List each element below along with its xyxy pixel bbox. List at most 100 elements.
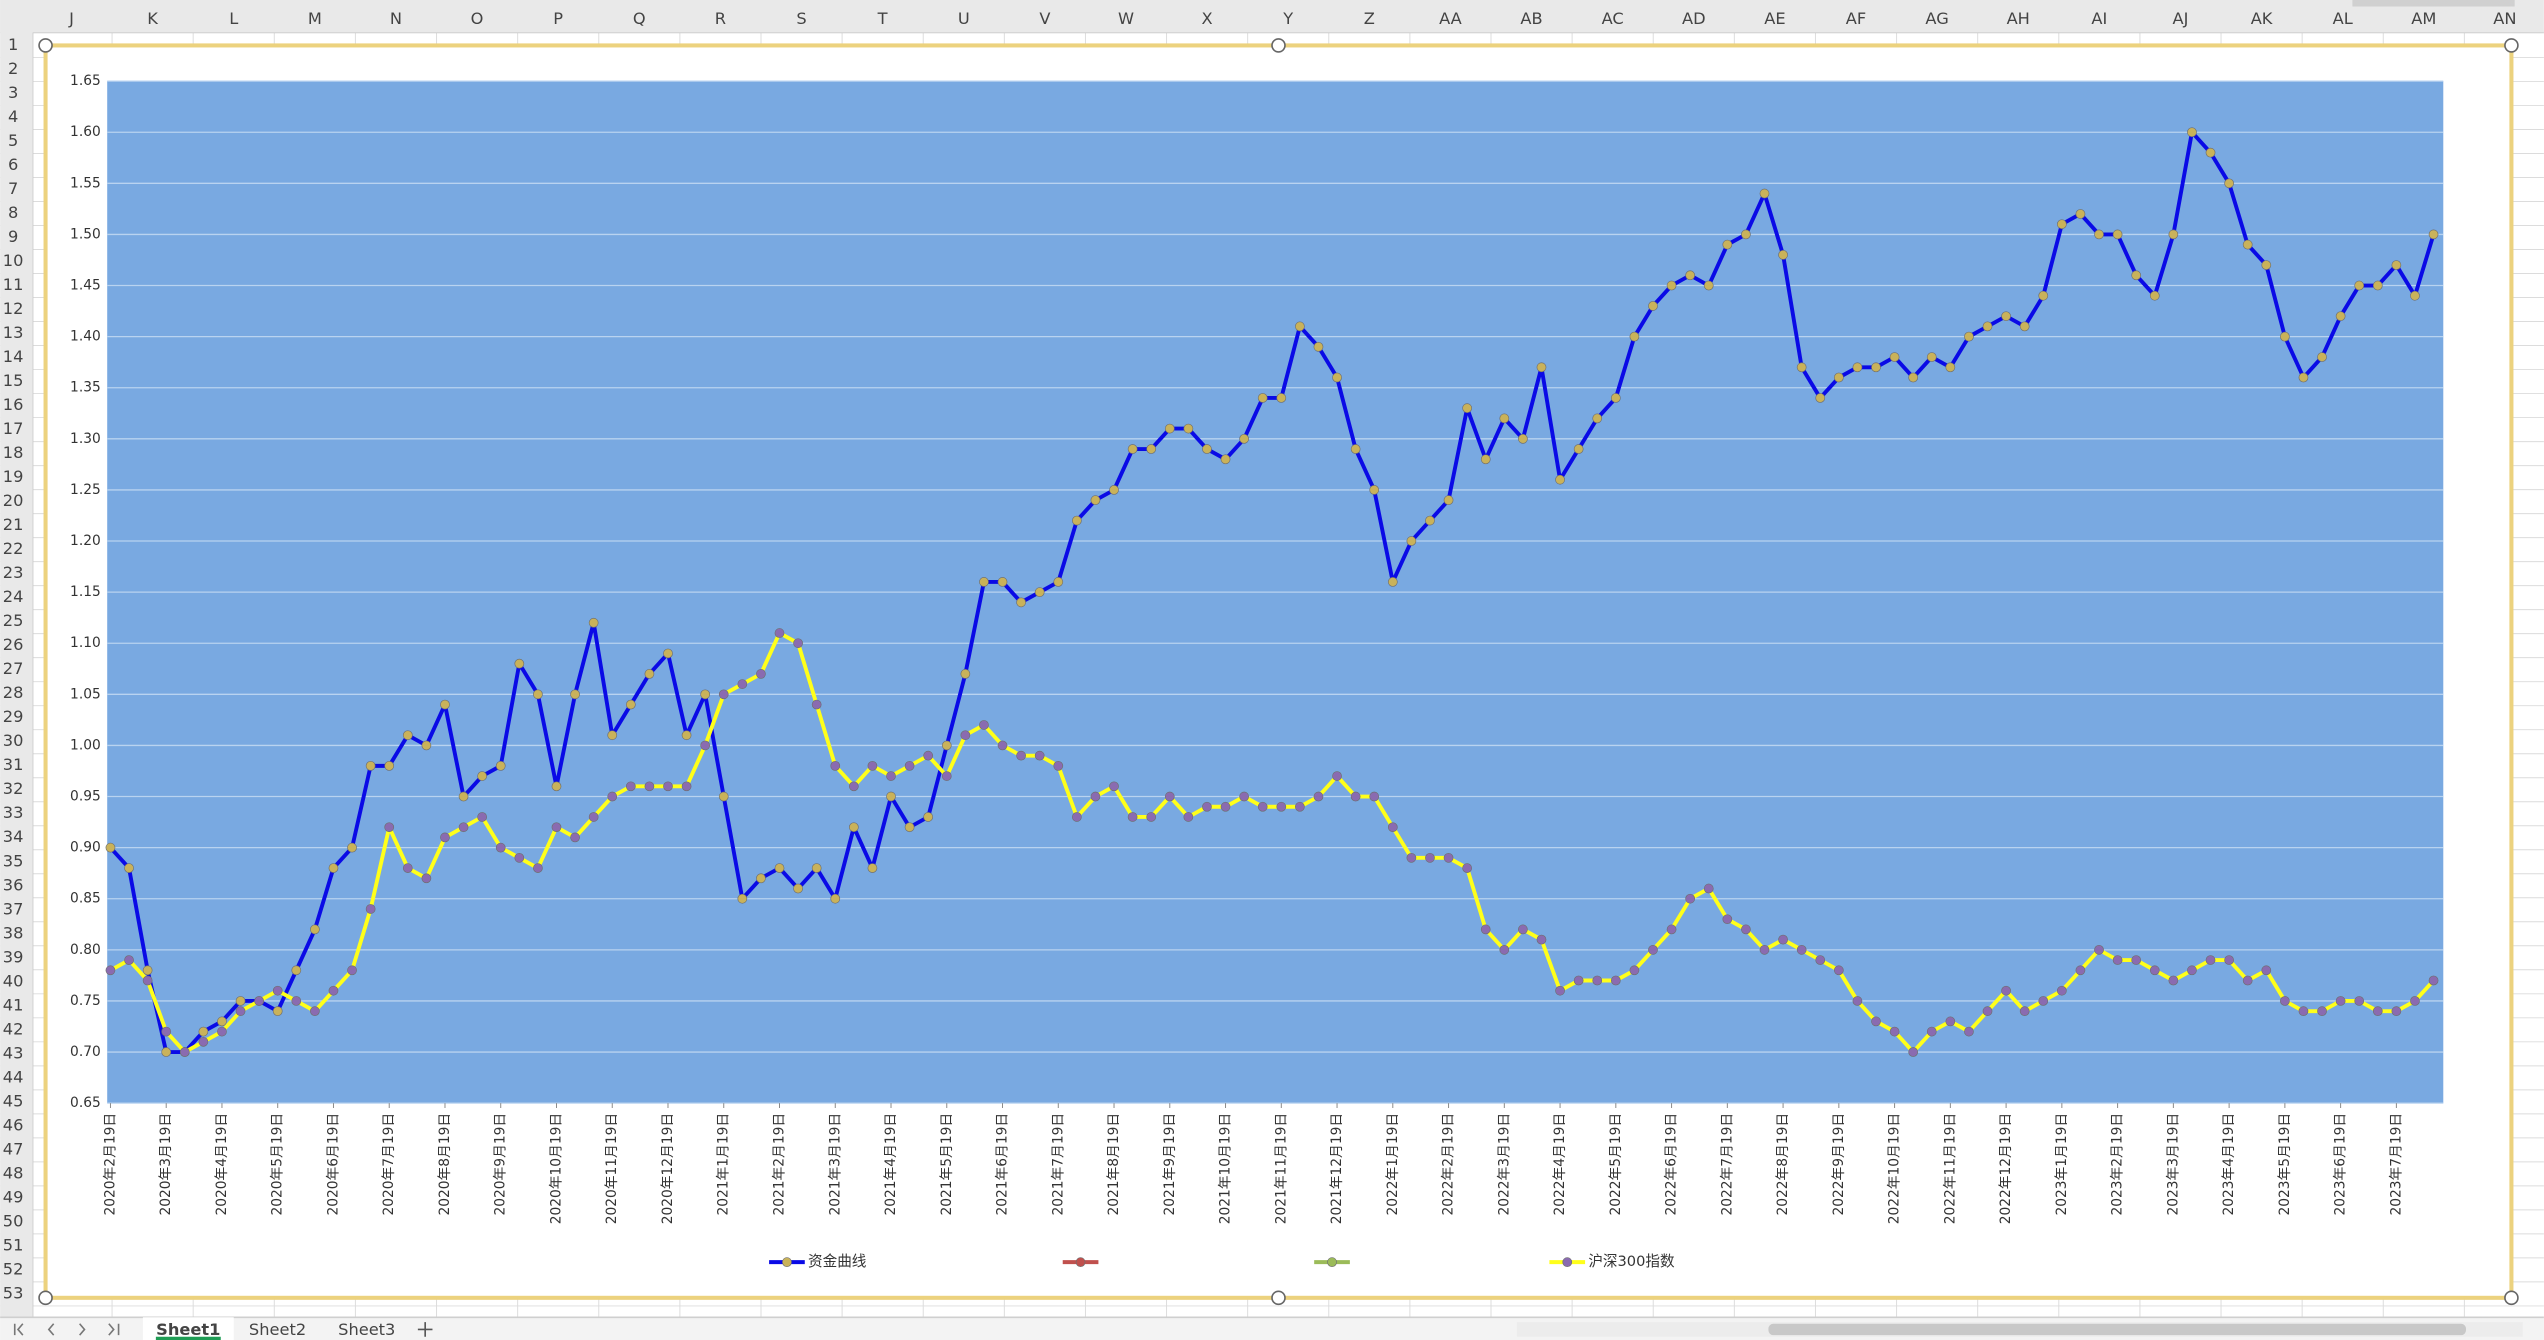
series-marker [495,842,506,853]
series-marker [1685,893,1696,904]
series-marker [124,955,134,965]
column-header: AM [2411,9,2436,28]
handle[interactable] [38,1290,53,1306]
column-header: M [308,9,322,28]
series-marker [458,822,469,833]
column-header: U [958,9,970,28]
series-marker [217,1016,227,1027]
active-tab[interactable] [142,1317,234,1340]
column-header: Y [1282,9,1293,28]
series-marker [700,740,711,751]
row-header: 45 [3,1091,24,1110]
series-marker [2019,1006,2030,1017]
x-tick-label: 2022年3月19日 [1496,1113,1512,1216]
handle[interactable] [2504,1290,2519,1306]
y-tick-label: 0.90 [70,840,101,856]
series-marker [551,781,562,792]
x-tick-label: 2020年9月19日 [493,1113,509,1216]
handle[interactable] [1271,1290,1286,1306]
series-marker [1313,341,1324,352]
series-marker [291,996,302,1006]
series-marker [1833,965,1844,976]
nav-prev[interactable] [47,1323,55,1336]
x-tick-label: 2023年6月19日 [2333,1113,2349,1216]
series-marker [2317,1006,2327,1017]
y-tick-label: 1.25 [70,482,101,498]
row-header: 33 [3,803,24,822]
x-tick-label: 2020年5月19日 [270,1113,286,1216]
series-marker [1034,750,1045,761]
handle[interactable] [2504,38,2519,53]
column-header: V [1039,9,1050,28]
row-header: 37 [3,899,24,918]
series-marker [2372,280,2383,291]
x-tick-label: 2022年1月19日 [1385,1113,1401,1216]
column-header-bar [0,0,2544,33]
y-tick-label: 1.35 [70,380,101,396]
sheet-tab[interactable]: Sheet3 [338,1320,395,1339]
series-marker [1982,321,1993,332]
row-header: 25 [3,611,24,630]
series-marker [1703,883,1714,894]
series-marker [1053,761,1064,771]
series-marker [1034,587,1045,597]
column-header: AF [1846,9,1866,28]
x-tick-label: 2020年10月19日 [548,1113,564,1224]
column-header: W [1118,9,1134,28]
series-marker [1592,975,1603,986]
series-marker [328,985,339,996]
y-tick-label: 0.95 [70,789,101,805]
series-marker [440,699,450,710]
row-header: 26 [3,635,24,654]
series-marker [1016,597,1026,608]
row-header: 21 [3,515,24,534]
series-marker [2354,280,2365,291]
sheet-tab[interactable]: Sheet1 [156,1320,220,1339]
column-header: AA [1439,9,1462,28]
column-header: N [390,9,402,28]
series-marker [235,1006,246,1017]
column-header: AL [2333,9,2353,28]
sheet-tab[interactable]: Sheet2 [249,1320,306,1339]
x-tick-label: 2022年11月19日 [1942,1113,1958,1224]
series-marker [365,904,376,914]
series-marker [1778,934,1788,945]
series-marker [1090,495,1101,506]
row-header: 4 [8,107,18,126]
nav-last[interactable] [108,1323,120,1336]
h-scroll-thumb[interactable] [1768,1323,2466,1336]
nav-next[interactable] [79,1323,86,1336]
series-marker [1332,771,1342,781]
series-marker [1239,791,1249,802]
series-marker [1202,801,1212,812]
series-marker [2428,975,2439,986]
nav-first[interactable] [13,1323,24,1336]
x-tick-label: 2022年9月19日 [1831,1113,1847,1216]
series-marker [1127,812,1138,822]
handle[interactable] [1271,38,1286,53]
series-marker [1629,965,1640,976]
x-tick-label: 2020年3月19日 [158,1113,174,1216]
y-tick-label: 1.45 [70,278,101,294]
series-marker [142,975,153,986]
row-header: 43 [3,1043,24,1062]
handle[interactable] [38,38,53,53]
row-header: 35 [3,851,24,870]
series-marker [2168,975,2179,986]
series-marker [2149,290,2160,301]
series-marker [495,761,506,771]
row-header: 17 [3,419,24,438]
legend-label: 资金曲线 [808,1253,867,1270]
series-marker [737,893,748,904]
column-header: Z [1364,9,1375,28]
legend-label: 沪深300指数 [1588,1253,1675,1270]
row-header: 50 [3,1211,24,1230]
series-marker [384,822,395,833]
series-marker [644,781,655,792]
series-marker [1666,280,1677,291]
series-marker [904,761,915,771]
x-tick-label: 2020年2月19日 [102,1113,118,1216]
add-sheet[interactable] [417,1322,433,1337]
x-tick-label: 2022年2月19日 [1441,1113,1457,1216]
